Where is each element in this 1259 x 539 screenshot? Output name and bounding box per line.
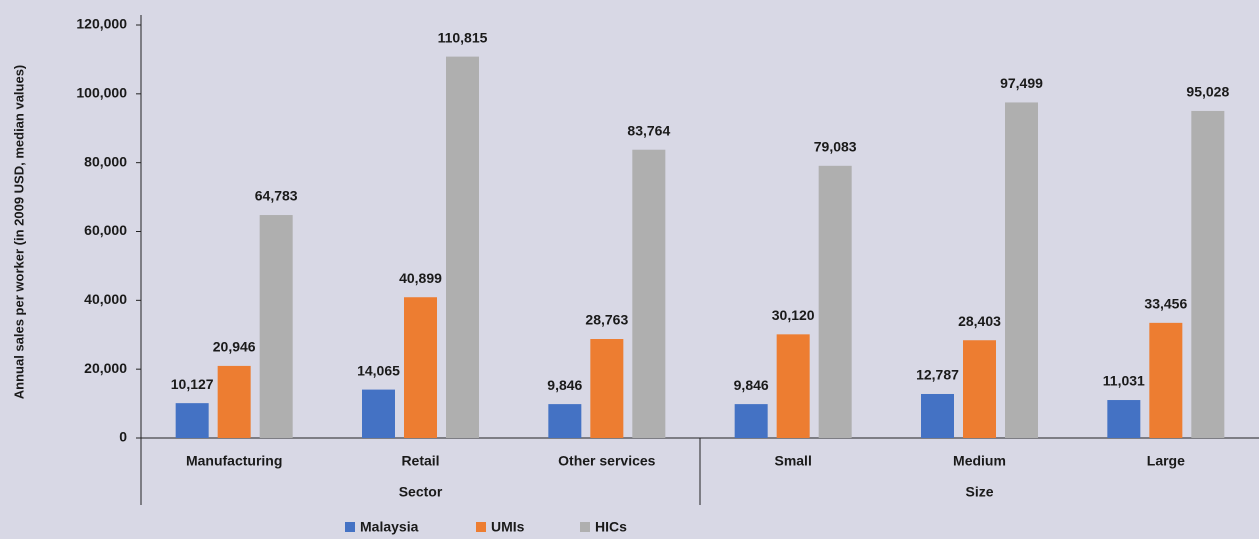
bar [921,393,954,438]
legend-label: HICs [595,519,627,535]
x-tick-label: Other services [558,453,655,469]
bar [1107,400,1141,438]
x-tick-label: Small [774,453,811,469]
value-label: 83,764 [627,122,670,138]
bar [217,365,251,438]
legend-swatch [476,522,486,532]
y-tick-label: 80,000 [84,153,127,169]
bar [404,297,437,438]
y-axis-label: Annual sales per worker (in 2009 USD, me… [11,65,26,400]
y-tick-label: 60,000 [84,222,127,238]
bar [175,403,209,438]
legend-label: Malaysia [360,519,419,535]
value-label: 33,456 [1144,296,1187,312]
group-label: Size [965,484,993,500]
bar [362,389,395,438]
bar [259,215,293,438]
bar [776,334,810,438]
value-label: 79,083 [814,139,857,155]
x-tick-label: Retail [401,453,439,469]
group-label: Sector [399,484,443,500]
x-tick-label: Large [1147,453,1185,469]
value-label: 97,499 [1000,75,1043,91]
bar [1191,110,1225,438]
bar [818,165,852,438]
bar [632,149,666,439]
value-label: 9,846 [547,377,582,393]
value-label: 30,120 [772,307,815,323]
value-label: 10,127 [171,376,214,392]
value-label: 64,783 [255,188,298,204]
value-label: 40,899 [399,270,442,286]
x-tick-label: Manufacturing [186,453,282,469]
bar [734,404,768,438]
x-tick-label: Medium [953,453,1006,469]
legend-swatch [580,522,590,532]
value-label: 12,787 [916,367,959,383]
value-label: 95,028 [1186,84,1229,100]
value-label: 28,763 [585,312,628,328]
bar [590,339,624,438]
bar [446,56,479,439]
bar [963,340,996,438]
y-tick-label: 0 [119,429,127,445]
bar [548,404,582,438]
y-tick-label: 20,000 [84,360,127,376]
value-label: 110,815 [438,29,488,45]
y-tick-label: 120,000 [76,16,127,32]
value-label: 14,065 [357,362,400,378]
y-tick-label: 100,000 [76,85,127,101]
y-tick-label: 40,000 [84,291,127,307]
bar [1149,322,1183,438]
value-label: 11,031 [1103,373,1145,389]
value-label: 20,946 [213,339,256,355]
value-label: 28,403 [958,313,1001,329]
legend-label: UMIs [491,519,525,535]
legend-swatch [345,522,355,532]
value-label: 9,846 [734,377,769,393]
bar [1005,102,1038,438]
